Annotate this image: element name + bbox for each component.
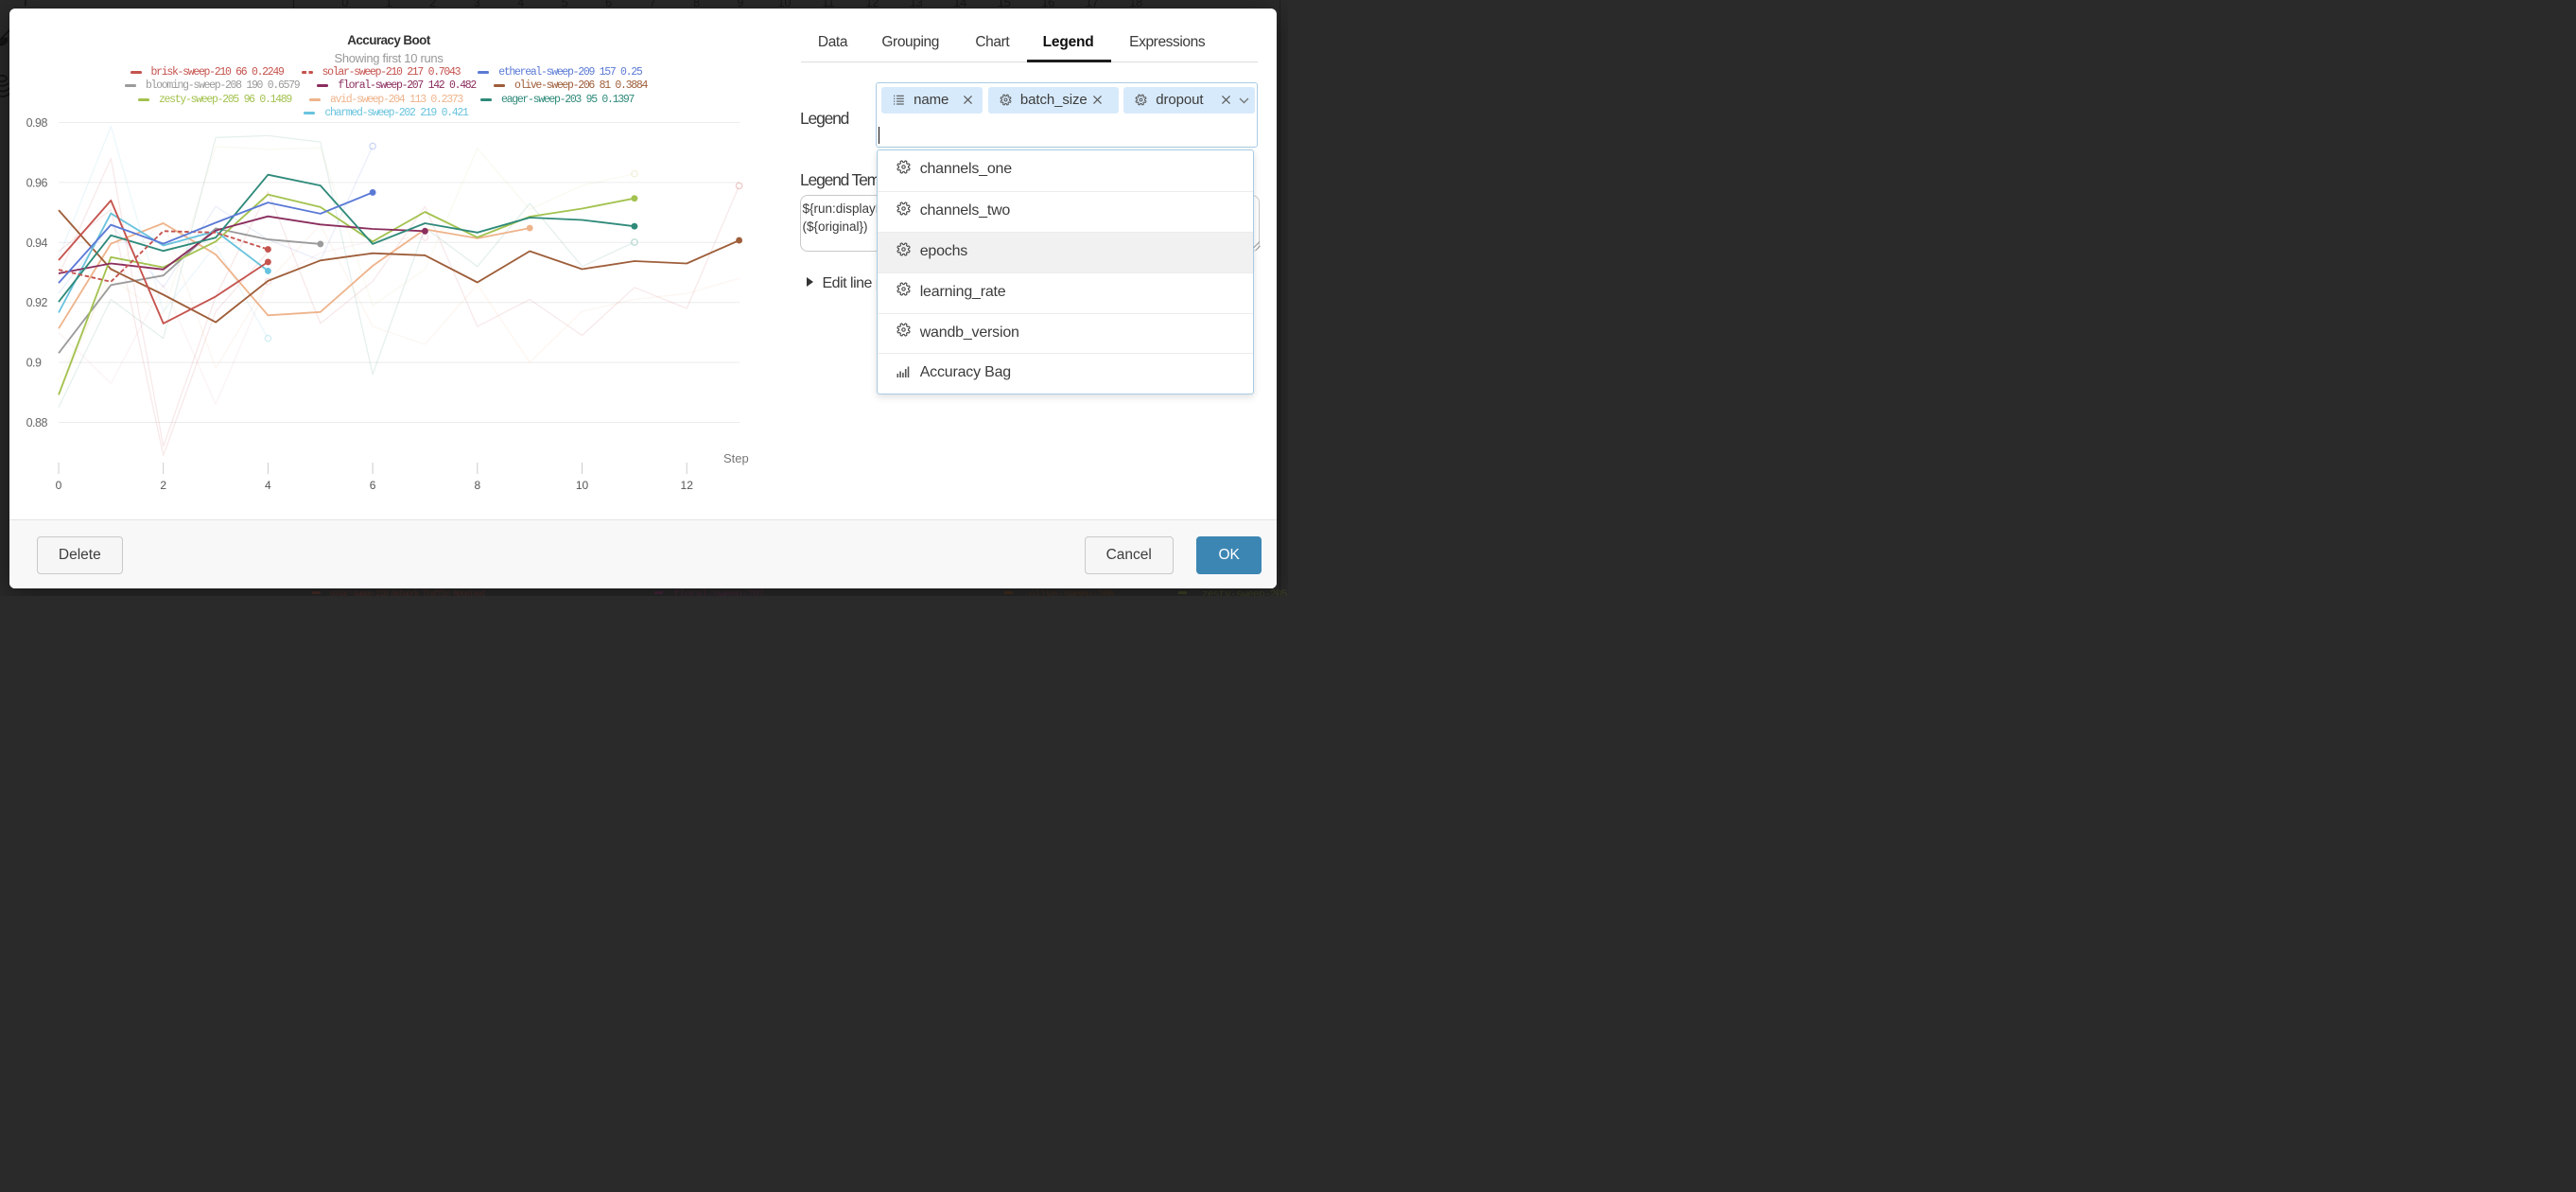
svg-text:0.92: 0.92 bbox=[26, 296, 48, 309]
svg-text:10: 10 bbox=[576, 479, 589, 492]
svg-text:0.94: 0.94 bbox=[26, 237, 48, 250]
svg-text:0.88: 0.88 bbox=[26, 416, 48, 429]
svg-text:6: 6 bbox=[370, 479, 376, 492]
svg-text:Step: Step bbox=[723, 451, 749, 465]
svg-text:0.9: 0.9 bbox=[26, 357, 42, 370]
svg-text:0.98: 0.98 bbox=[26, 116, 48, 130]
svg-text:8: 8 bbox=[474, 479, 480, 492]
svg-text:0.96: 0.96 bbox=[26, 176, 48, 189]
svg-text:4: 4 bbox=[265, 479, 271, 492]
svg-text:0: 0 bbox=[56, 479, 62, 492]
svg-text:2: 2 bbox=[160, 479, 166, 492]
svg-text:12: 12 bbox=[681, 479, 694, 492]
